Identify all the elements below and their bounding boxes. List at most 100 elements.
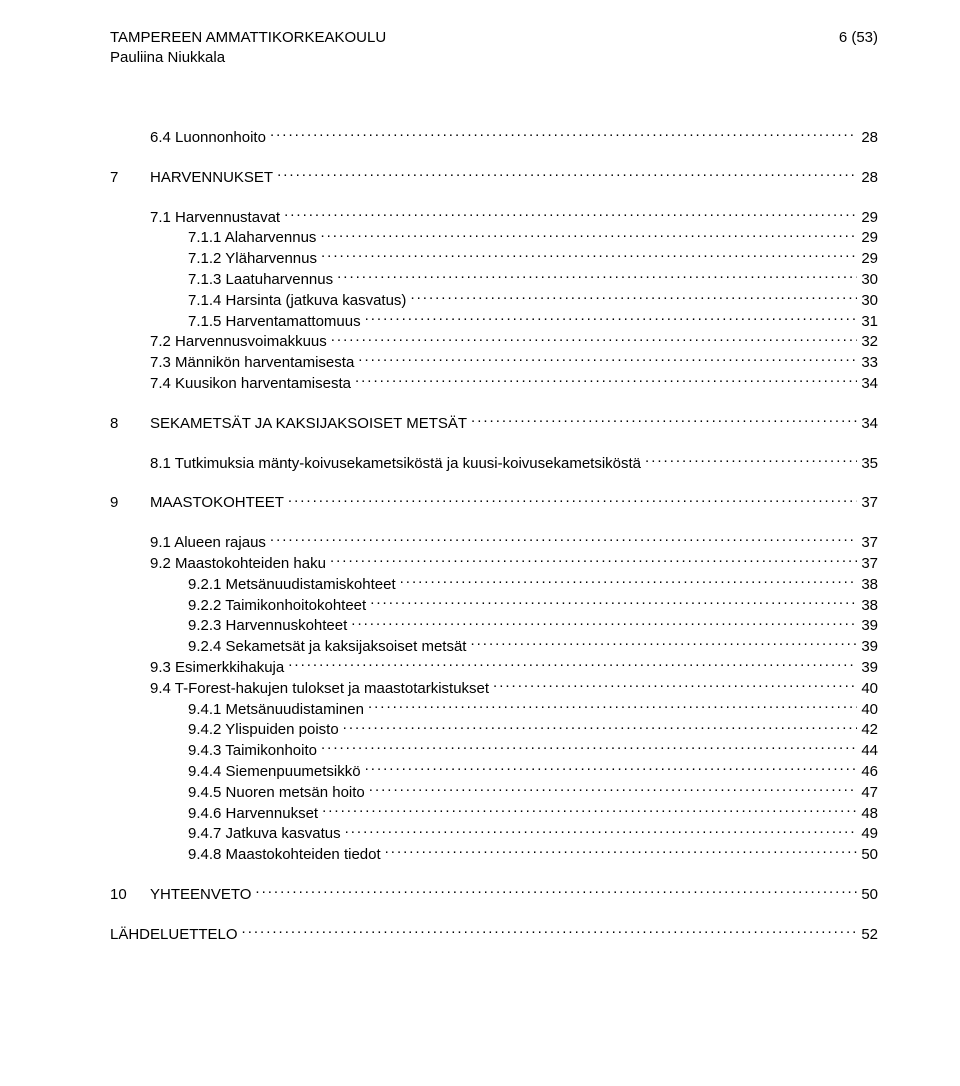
- toc-leader: [471, 413, 857, 428]
- toc-row: 9.4.6 Harvennukset48: [110, 803, 878, 824]
- toc-number: 7: [110, 168, 150, 188]
- toc-page: 28: [861, 128, 878, 148]
- toc-leader: [368, 699, 857, 714]
- toc-row: 6.4 Luonnonhoito 28: [110, 127, 878, 148]
- toc-row: 7HARVENNUKSET28: [110, 167, 878, 188]
- toc-leader: [493, 678, 857, 693]
- toc-row: 7.4 Kuusikon harventamisesta34: [110, 373, 878, 394]
- toc-row: 9.2.2 Taimikonhoitokohteet38: [110, 595, 878, 616]
- toc-leader: [270, 127, 857, 142]
- toc-title: 7.1.1 Alaharvennus: [188, 228, 316, 248]
- toc-page: 34: [861, 374, 878, 394]
- toc-blank: [110, 394, 878, 413]
- page-number: 6 (53): [839, 28, 878, 67]
- toc-title: 9.3 Esimerkkihakuja: [150, 658, 284, 678]
- toc-page: 29: [861, 208, 878, 228]
- toc-blank: [110, 434, 878, 453]
- toc-page: 39: [861, 616, 878, 636]
- toc-blank: [110, 513, 878, 532]
- toc-page: 50: [861, 885, 878, 905]
- toc-title: 9.4.7 Jatkuva kasvatus: [188, 824, 341, 844]
- toc-row: 9.2.3 Harvennuskohteet39: [110, 615, 878, 636]
- toc-leader: [288, 492, 857, 507]
- toc-row: 10YHTEENVETO 50: [110, 884, 878, 905]
- toc-page: 31: [861, 312, 878, 332]
- toc-page: 39: [861, 658, 878, 678]
- toc-title: 9.4.3 Taimikonhoito: [188, 741, 317, 761]
- toc-leader: [284, 207, 857, 222]
- toc-leader: [242, 924, 858, 939]
- toc-leader: [321, 740, 857, 755]
- toc-title: 9.4.4 Siemenpuumetsikkö: [188, 762, 361, 782]
- toc-title: 6.4 Luonnonhoito: [150, 128, 266, 148]
- toc-number: 8: [110, 414, 150, 434]
- toc-page: 40: [861, 700, 878, 720]
- toc-row: 9.2.1 Metsänuudistamiskohteet38: [110, 574, 878, 595]
- toc-title: 7.1.2 Yläharvennus: [188, 249, 317, 269]
- toc-row: 7.1.1 Alaharvennus 29: [110, 227, 878, 248]
- toc-leader: [365, 311, 858, 326]
- toc-leader: [365, 761, 858, 776]
- toc-page: 46: [861, 762, 878, 782]
- toc-leader: [410, 290, 857, 305]
- toc-leader: [385, 844, 858, 859]
- toc-number: 10: [110, 885, 150, 905]
- author-name: Pauliina Niukkala: [110, 48, 386, 68]
- toc-title: 9.2.2 Taimikonhoitokohteet: [188, 596, 366, 616]
- toc-row: 9.1 Alueen rajaus 37: [110, 532, 878, 553]
- toc-page: 37: [861, 533, 878, 553]
- toc-row: 7.2 Harvennusvoimakkuus32: [110, 331, 878, 352]
- toc-page: 29: [861, 228, 878, 248]
- toc-title: 9.2.1 Metsänuudistamiskohteet: [188, 575, 396, 595]
- toc-title: 9.1 Alueen rajaus: [150, 533, 266, 553]
- toc-row: 9.4.1 Metsänuudistaminen40: [110, 699, 878, 720]
- toc-row: 9.4.4 Siemenpuumetsikkö 46: [110, 761, 878, 782]
- toc-page: 42: [861, 720, 878, 740]
- toc-title: 7.2 Harvennusvoimakkuus: [150, 332, 327, 352]
- toc-page: 50: [861, 845, 878, 865]
- toc-blank: [110, 188, 878, 207]
- toc-blank: [110, 473, 878, 492]
- toc-leader: [400, 574, 858, 589]
- toc-page: 40: [861, 679, 878, 699]
- toc-page: 30: [861, 270, 878, 290]
- toc-blank: [110, 905, 878, 924]
- toc-leader: [288, 657, 857, 672]
- document-page: TAMPEREEN AMMATTIKORKEAKOULU Pauliina Ni…: [0, 0, 960, 1086]
- toc-row: 7.1.5 Harventamattomuus31: [110, 311, 878, 332]
- institution-name: TAMPEREEN AMMATTIKORKEAKOULU: [110, 28, 386, 48]
- toc-leader: [355, 373, 857, 388]
- toc-leader: [320, 227, 857, 242]
- toc-title: 9.4.8 Maastokohteiden tiedot: [188, 845, 381, 865]
- toc-leader: [369, 782, 858, 797]
- toc-page: 30: [861, 291, 878, 311]
- toc-leader: [470, 636, 857, 651]
- toc-title: 8.1 Tutkimuksia mänty-koivusekametsiköst…: [150, 454, 641, 474]
- toc-title: YHTEENVETO: [150, 885, 251, 905]
- toc-page: 33: [861, 353, 878, 373]
- toc-blank: [110, 148, 878, 167]
- toc-row: 9.2 Maastokohteiden haku37: [110, 553, 878, 574]
- toc-row: 9.4.7 Jatkuva kasvatus49: [110, 823, 878, 844]
- toc-row: 9.4 T-Forest-hakujen tulokset ja maastot…: [110, 678, 878, 699]
- toc-title: MAASTOKOHTEET: [150, 493, 284, 513]
- toc-row: 9.3 Esimerkkihakuja 39: [110, 657, 878, 678]
- toc-row: 9.4.5 Nuoren metsän hoito47: [110, 782, 878, 803]
- toc-title: 9.4.5 Nuoren metsän hoito: [188, 783, 365, 803]
- toc-title: LÄHDELUETTELO: [110, 925, 238, 945]
- toc-row: 9MAASTOKOHTEET37: [110, 492, 878, 513]
- toc-leader: [645, 453, 857, 468]
- table-of-contents: 6.4 Luonnonhoito 28 7HARVENNUKSET28 7.1 Har…: [110, 127, 878, 945]
- toc-leader: [343, 719, 858, 734]
- toc-leader: [337, 269, 857, 284]
- toc-page: 48: [861, 804, 878, 824]
- toc-leader: [322, 803, 857, 818]
- toc-leader: [277, 167, 857, 182]
- toc-leader: [331, 331, 858, 346]
- toc-title: 7.1.4 Harsinta (jatkuva kasvatus): [188, 291, 406, 311]
- toc-number: 9: [110, 493, 150, 513]
- toc-row: 7.1 Harvennustavat29: [110, 207, 878, 228]
- toc-blank: [110, 865, 878, 884]
- toc-title: HARVENNUKSET: [150, 168, 273, 188]
- toc-row: 7.1.4 Harsinta (jatkuva kasvatus) 30: [110, 290, 878, 311]
